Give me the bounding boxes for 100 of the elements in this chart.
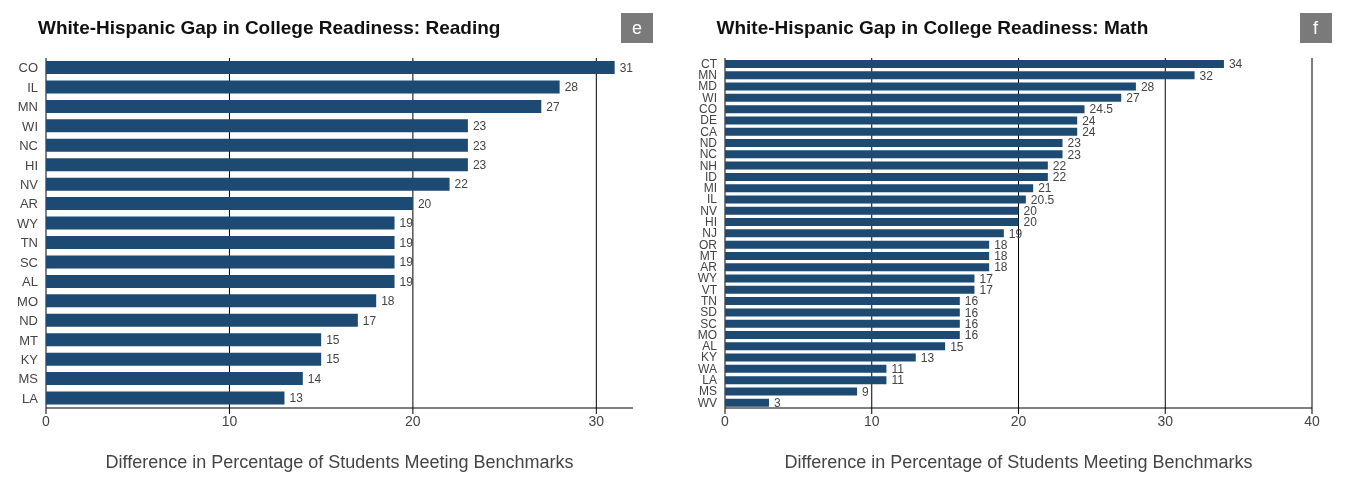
- data-label: 15: [326, 352, 340, 367]
- bar: [724, 240, 989, 249]
- x-axis-title: Difference in Percentage of Students Meeting Benchmarks: [105, 452, 574, 472]
- data-label: 9: [861, 384, 869, 399]
- y-tick-label: IL: [27, 79, 38, 95]
- y-tick-label: LA: [22, 390, 39, 406]
- bar: [46, 294, 377, 308]
- bar: [46, 80, 560, 94]
- data-label: 23: [472, 119, 487, 134]
- bar: [724, 127, 1077, 136]
- x-tick-label: 20: [405, 412, 421, 429]
- text: f: [1299, 13, 1332, 43]
- x-axis-title: Difference in Percentage of Students Meeting Benchmarks: [784, 452, 1252, 472]
- data-label: 28: [564, 80, 579, 95]
- y-tick-label: WY: [17, 215, 39, 231]
- data-label: 18: [381, 294, 395, 309]
- bar: [46, 372, 303, 386]
- bar: [724, 161, 1048, 170]
- bar: [724, 308, 960, 317]
- data-label: 3: [773, 395, 781, 410]
- bar: [724, 398, 769, 407]
- y-tick-label: CO: [18, 60, 38, 76]
- y-tick-label: SC: [19, 254, 38, 270]
- data-label: 22: [454, 177, 469, 192]
- data-label: 18: [993, 260, 1008, 275]
- x-tick-label: 30: [1156, 412, 1173, 429]
- bar: [724, 218, 1018, 227]
- bar: [724, 251, 989, 260]
- bar: [46, 236, 395, 249]
- chart-title: White-Hispanic Gap in College Readiness: Math: [716, 17, 1149, 39]
- data-label: 28: [1140, 79, 1155, 94]
- bar: [724, 364, 886, 373]
- x-tick-label: 30: [588, 412, 605, 429]
- bar: [46, 274, 395, 288]
- bar: [724, 319, 960, 328]
- x-tick-label: 40: [1303, 412, 1320, 429]
- data-label: 34: [1228, 57, 1243, 72]
- bar: [724, 93, 1121, 102]
- bar: [46, 99, 542, 113]
- y-tick-label: NC: [19, 138, 38, 154]
- y-tick-label: HI: [25, 157, 38, 173]
- data-label: 22: [1052, 170, 1067, 185]
- y-tick-label: ND: [19, 313, 38, 329]
- bar: [46, 197, 413, 211]
- bar: [724, 285, 974, 294]
- bar: [724, 353, 916, 362]
- x-tick-label: 10: [221, 412, 238, 429]
- bar: [724, 82, 1136, 91]
- bar: [46, 352, 322, 366]
- y-tick-label: NV: [19, 177, 39, 192]
- data-label: 31: [619, 60, 634, 75]
- data-label: 22: [1052, 158, 1067, 173]
- data-label: 23: [472, 138, 487, 153]
- y-tick-label: WI: [22, 118, 38, 134]
- bar: [724, 184, 1033, 193]
- data-label: 23: [472, 157, 487, 172]
- data-label: 27: [1125, 91, 1140, 106]
- bar: [724, 342, 945, 351]
- data-label: 13: [289, 391, 304, 406]
- y-tick-label: MT: [19, 332, 39, 348]
- bar: [724, 229, 1004, 238]
- data-label: 17: [978, 271, 993, 286]
- x-tick-label: 0: [42, 412, 51, 429]
- bar: [724, 195, 1026, 204]
- y-tick-label: AR: [19, 196, 38, 212]
- y-tick-label: TN: [20, 235, 38, 251]
- bar: [46, 216, 395, 230]
- data-label: 20: [1023, 215, 1037, 230]
- bar: [46, 255, 395, 269]
- bar: [724, 71, 1195, 80]
- bar: [724, 376, 886, 385]
- y-tick-label: MN: [17, 99, 38, 115]
- x-tick-label: 0: [720, 412, 729, 429]
- bar: [46, 177, 450, 191]
- data-label: 24: [1081, 125, 1096, 139]
- bar: [46, 138, 468, 152]
- bar: [724, 297, 960, 306]
- bar: [724, 387, 857, 396]
- chart-title: White-Hispanic Gap in College Readiness: Reading: [38, 17, 501, 39]
- bar: [46, 313, 358, 327]
- bar: [46, 391, 285, 405]
- data-label: 17: [978, 283, 993, 298]
- bar: [724, 105, 1085, 114]
- bar: [724, 263, 989, 272]
- data-label: 13: [920, 350, 934, 365]
- x-tick-label: 10: [863, 412, 880, 429]
- bar: [724, 116, 1077, 125]
- x-tick-label: 20: [1010, 412, 1026, 429]
- y-tick-label: TN: [700, 294, 717, 308]
- data-label: 15: [326, 332, 340, 347]
- data-label: 17: [362, 313, 377, 328]
- bar: [46, 158, 468, 172]
- data-label: 32: [1199, 68, 1213, 83]
- bar: [724, 172, 1048, 181]
- y-tick-label: MS: [18, 371, 39, 387]
- data-label: 16: [964, 328, 978, 343]
- data-label: 18: [993, 237, 1008, 252]
- data-label: 11: [890, 373, 904, 388]
- y-tick-label: MO: [17, 293, 38, 309]
- data-label: 27: [546, 99, 560, 114]
